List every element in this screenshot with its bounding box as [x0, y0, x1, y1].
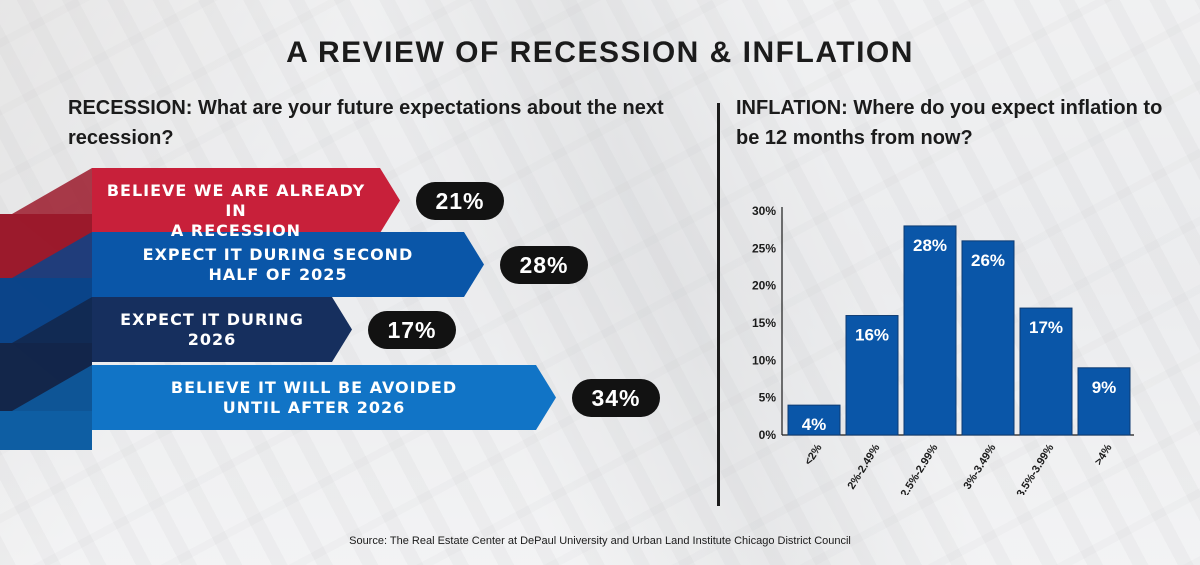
x-tick-label: 3.5%-3.99% [1015, 442, 1057, 495]
recession-label-line: HALF OF 2025 [208, 264, 348, 284]
ribbon-fold-3 [12, 365, 92, 450]
ribbon-band-2 [92, 297, 352, 362]
bar-value-label: 28% [913, 236, 947, 255]
bar-1 [845, 315, 899, 436]
y-tick-label: 5% [759, 391, 777, 405]
x-tick-label: >4% [1093, 442, 1115, 467]
recession-label-line: UNTIL AFTER 2026 [222, 397, 406, 417]
ribbon-band-1 [92, 232, 484, 297]
bar-5 [1077, 367, 1131, 436]
x-tick-label: <2% [803, 442, 825, 467]
bar-3 [961, 240, 1015, 436]
recession-value-pill: 34% [572, 378, 660, 417]
recession-item-label: EXPECT IT DURING 2026 [102, 310, 322, 350]
bar-value-label: 16% [855, 326, 889, 345]
recession-value-pill: 21% [416, 181, 504, 220]
y-tick-label: 30% [752, 204, 776, 218]
bar-value-label: 26% [971, 251, 1005, 270]
x-tick-label: 3%-3.49% [961, 442, 998, 492]
x-tick-label: 2%-2.49% [845, 442, 882, 492]
recession-ribbon-graphic [0, 168, 556, 450]
y-tick-label: 0% [759, 428, 777, 442]
ribbon-band-3 [92, 365, 556, 430]
recession-label-line: BELIEVE WE ARE ALREADY IN [106, 180, 366, 220]
bar-4 [1019, 307, 1073, 436]
recession-question: RECESSION: What are your future expectat… [68, 97, 664, 149]
section-divider [717, 103, 720, 506]
recession-label-line: EXPECT IT DURING [120, 309, 304, 329]
y-tick-label: 10% [752, 353, 776, 367]
inflation-bar-chart: 0% 5% 10% 15% 20% 25% 30% 4% <2% 16% 2%-2.49% 28% 2.… [752, 204, 1134, 495]
y-tick-label: 20% [752, 279, 776, 293]
source-note: Source: The Real Estate Center at DePaul… [349, 535, 851, 547]
inflation-question: INFLATION: Where do you expect inflation… [736, 97, 1163, 149]
y-tick-label: 25% [752, 241, 776, 255]
bar-value-label: 17% [1029, 318, 1063, 337]
bar-2 [903, 225, 957, 436]
recession-label-line: EXPECT IT DURING SECOND [142, 244, 414, 264]
recession-value-pill: 17% [368, 310, 456, 349]
recession-item-label: EXPECT IT DURING SECOND HALF OF 2025 [102, 245, 454, 285]
ribbon-band-0 [92, 168, 400, 233]
recession-item-label: BELIEVE IT WILL BE AVOIDED UNTIL AFTER 20… [102, 378, 526, 418]
bar-value-label: 4% [802, 415, 827, 434]
x-tick-label: 2.5%-2.99% [899, 442, 941, 495]
bar-value-label: 9% [1092, 378, 1117, 397]
bar-0 [787, 404, 841, 436]
recession-item-label: BELIEVE WE ARE ALREADY IN A RECESSION [102, 181, 370, 241]
page-title: A REVIEW OF RECESSION & INFLATION [286, 36, 914, 69]
recession-label-line: BELIEVE IT WILL BE AVOIDED [170, 377, 458, 397]
y-tick-label: 15% [752, 316, 776, 330]
recession-value-pill: 28% [500, 245, 588, 284]
recession-label-line: A RECESSION [170, 220, 302, 240]
recession-label-line: 2026 [187, 329, 237, 349]
